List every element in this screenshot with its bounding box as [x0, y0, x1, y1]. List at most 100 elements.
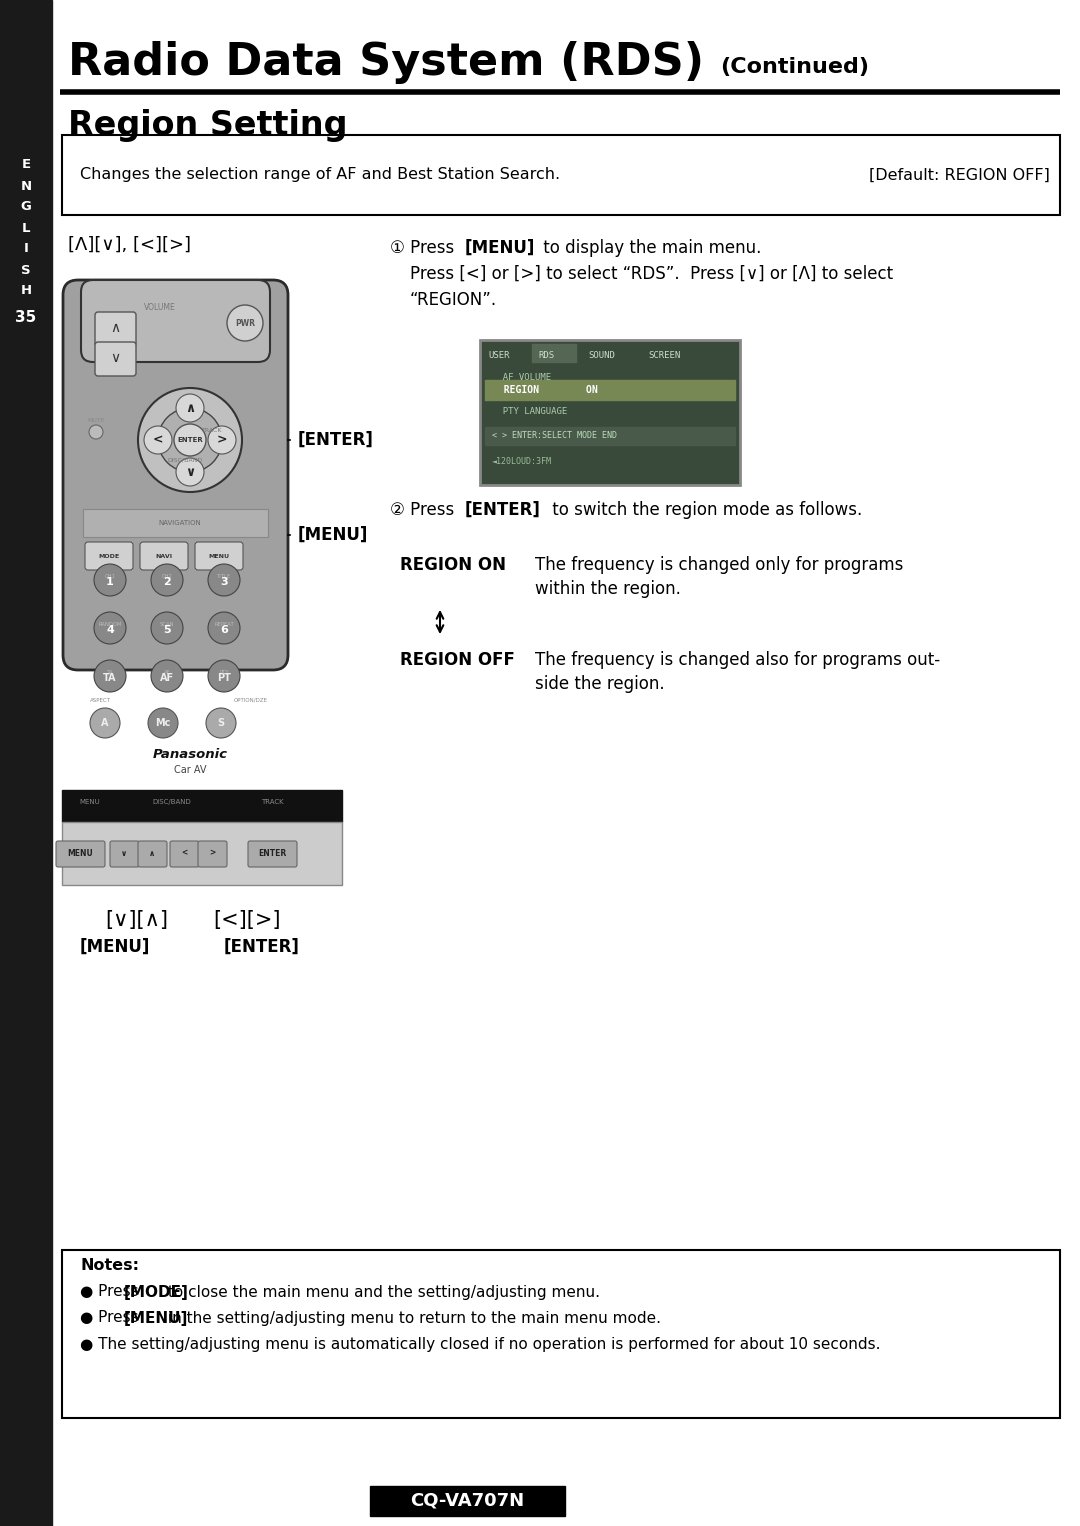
Text: MENU: MENU	[80, 800, 100, 806]
Text: PTY LANGUAGE: PTY LANGUAGE	[492, 407, 567, 417]
Circle shape	[208, 426, 237, 455]
Text: G: G	[21, 200, 31, 214]
Text: CH1: CH1	[105, 574, 116, 578]
Text: side the region.: side the region.	[535, 674, 664, 693]
Text: OPTION/DZE: OPTION/DZE	[234, 697, 268, 702]
Text: USER: USER	[488, 351, 510, 360]
Text: Mc: Mc	[156, 719, 171, 728]
Text: RDS: RDS	[538, 351, 554, 360]
Bar	[532, 343, 576, 362]
Text: N: N	[21, 180, 31, 192]
Text: RANDOM: RANDOM	[98, 621, 122, 627]
Text: ENTER: ENTER	[177, 436, 203, 443]
Text: MENU: MENU	[208, 554, 230, 559]
Text: 2: 2	[163, 577, 171, 588]
Text: H: H	[21, 284, 31, 298]
Text: ② Press: ② Press	[390, 501, 459, 519]
Text: [Λ][∨], [<][>]: [Λ][∨], [<][>]	[68, 237, 191, 253]
Text: 4: 4	[106, 626, 113, 635]
Circle shape	[151, 612, 183, 644]
Text: 38: 38	[24, 1488, 52, 1508]
Circle shape	[158, 407, 222, 472]
Text: Region Setting: Region Setting	[68, 108, 348, 142]
Text: ∨: ∨	[121, 848, 127, 858]
Text: in the setting/adjusting menu to return to the main menu mode.: in the setting/adjusting menu to return …	[163, 1311, 661, 1326]
FancyBboxPatch shape	[138, 841, 167, 867]
Text: Panasonic: Panasonic	[152, 748, 228, 761]
Text: to switch the region mode as follows.: to switch the region mode as follows.	[546, 501, 862, 519]
Circle shape	[176, 458, 204, 485]
Text: Notes:: Notes:	[80, 1259, 139, 1274]
Circle shape	[94, 661, 126, 691]
Circle shape	[144, 426, 172, 455]
Text: E: E	[22, 159, 30, 171]
Bar	[62, 134, 1059, 215]
Text: DISC/BAND: DISC/BAND	[167, 458, 203, 462]
Text: TA: TA	[107, 670, 113, 674]
FancyBboxPatch shape	[248, 841, 297, 867]
Text: ∨: ∨	[185, 465, 195, 479]
Text: >: >	[217, 433, 227, 447]
Text: SOUND: SOUND	[588, 351, 615, 360]
Circle shape	[174, 424, 206, 456]
Text: REPEAT: REPEAT	[214, 621, 234, 627]
FancyBboxPatch shape	[195, 542, 243, 571]
Circle shape	[206, 708, 237, 739]
Text: 35: 35	[15, 310, 37, 325]
Text: PT: PT	[217, 673, 231, 684]
Circle shape	[148, 708, 178, 739]
Text: MODE: MODE	[98, 554, 120, 559]
Text: PTY: PTY	[219, 670, 229, 674]
Circle shape	[227, 305, 264, 340]
Text: TRACK: TRACK	[260, 800, 283, 806]
Bar	[62, 790, 342, 823]
Text: >: >	[208, 848, 215, 858]
Circle shape	[90, 708, 120, 739]
Text: Car AV: Car AV	[174, 765, 206, 775]
Text: ∧: ∧	[185, 401, 195, 415]
Text: [MENU]: [MENU]	[80, 938, 150, 955]
Text: [ENTER]: [ENTER]	[298, 430, 374, 449]
Text: AF VOLUME: AF VOLUME	[492, 374, 551, 383]
Text: 6: 6	[220, 626, 228, 635]
Text: NAVI: NAVI	[156, 554, 173, 559]
Text: (Continued): (Continued)	[720, 56, 869, 76]
Text: to close the main menu and the setting/adjusting menu.: to close the main menu and the setting/a…	[163, 1285, 600, 1300]
Bar	[485, 380, 735, 400]
Circle shape	[138, 388, 242, 491]
Text: CH2: CH2	[162, 574, 173, 578]
Circle shape	[151, 661, 183, 691]
Text: ① Press: ① Press	[390, 240, 459, 256]
Text: AF: AF	[160, 673, 174, 684]
Circle shape	[94, 565, 126, 597]
Text: TA: TA	[104, 673, 117, 684]
FancyBboxPatch shape	[81, 279, 270, 362]
Bar	[62, 1250, 1059, 1418]
Text: [MODE]: [MODE]	[124, 1285, 189, 1300]
Text: ● Press: ● Press	[80, 1285, 144, 1300]
Text: [ENTER]: [ENTER]	[224, 938, 300, 955]
Text: SCAN: SCAN	[160, 621, 174, 627]
FancyBboxPatch shape	[95, 342, 136, 375]
FancyBboxPatch shape	[170, 841, 199, 867]
Text: S: S	[22, 264, 31, 276]
Circle shape	[89, 426, 103, 439]
Text: REGION ON: REGION ON	[400, 555, 507, 574]
Text: ASPECT: ASPECT	[90, 697, 110, 702]
Text: SCREEN: SCREEN	[648, 351, 680, 360]
Text: MENU: MENU	[67, 848, 93, 858]
Text: NAVIGATION: NAVIGATION	[159, 520, 201, 526]
Text: The frequency is changed only for programs: The frequency is changed only for progra…	[535, 555, 903, 574]
Text: within the region.: within the region.	[535, 580, 680, 598]
Text: REGION        ON: REGION ON	[492, 385, 597, 395]
FancyBboxPatch shape	[110, 841, 139, 867]
Bar	[0, 0, 52, 1526]
Text: MUTE: MUTE	[87, 418, 105, 423]
FancyBboxPatch shape	[85, 542, 133, 571]
Text: S: S	[217, 719, 225, 728]
Text: I: I	[24, 243, 28, 255]
Circle shape	[208, 612, 240, 644]
Text: ∧: ∧	[149, 848, 156, 858]
Text: ● The setting/adjusting menu is automatically closed if no operation is performe: ● The setting/adjusting menu is automati…	[80, 1337, 880, 1352]
FancyBboxPatch shape	[140, 542, 188, 571]
